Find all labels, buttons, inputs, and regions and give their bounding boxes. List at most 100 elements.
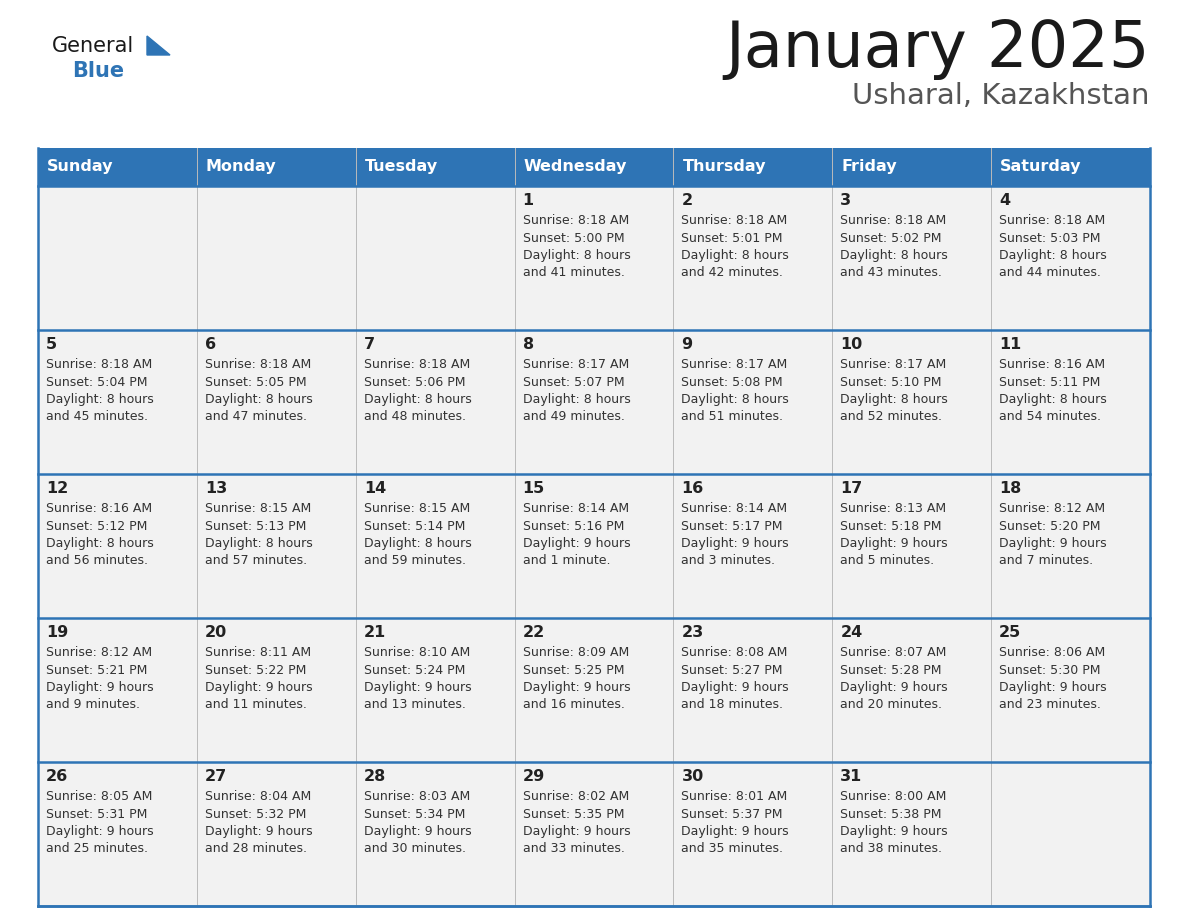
- Text: 19: 19: [46, 625, 68, 640]
- Text: 7: 7: [364, 337, 375, 352]
- Text: Sunrise: 8:07 AM: Sunrise: 8:07 AM: [840, 646, 947, 659]
- Text: Sunset: 5:03 PM: Sunset: 5:03 PM: [999, 231, 1100, 244]
- Text: and 11 minutes.: and 11 minutes.: [204, 699, 307, 711]
- Bar: [38, 474, 1150, 618]
- Text: Daylight: 8 hours: Daylight: 8 hours: [682, 249, 789, 262]
- Text: Sunset: 5:31 PM: Sunset: 5:31 PM: [46, 808, 147, 821]
- Text: 31: 31: [840, 769, 862, 784]
- Text: 12: 12: [46, 481, 68, 496]
- Text: Sunrise: 8:14 AM: Sunrise: 8:14 AM: [523, 502, 628, 515]
- Text: 20: 20: [204, 625, 227, 640]
- Text: 28: 28: [364, 769, 386, 784]
- Text: and 33 minutes.: and 33 minutes.: [523, 843, 625, 856]
- Text: Daylight: 9 hours: Daylight: 9 hours: [682, 537, 789, 550]
- Text: Daylight: 9 hours: Daylight: 9 hours: [204, 681, 312, 694]
- Text: Daylight: 9 hours: Daylight: 9 hours: [523, 825, 630, 838]
- Text: 5: 5: [46, 337, 57, 352]
- Text: and 48 minutes.: and 48 minutes.: [364, 410, 466, 423]
- Text: Sunrise: 8:08 AM: Sunrise: 8:08 AM: [682, 646, 788, 659]
- Text: Daylight: 9 hours: Daylight: 9 hours: [46, 681, 153, 694]
- Text: and 23 minutes.: and 23 minutes.: [999, 699, 1101, 711]
- Text: Sunrise: 8:16 AM: Sunrise: 8:16 AM: [46, 502, 152, 515]
- Text: Daylight: 9 hours: Daylight: 9 hours: [523, 681, 630, 694]
- Text: Thursday: Thursday: [682, 160, 766, 174]
- Text: 3: 3: [840, 193, 852, 208]
- Text: 11: 11: [999, 337, 1022, 352]
- Text: 10: 10: [840, 337, 862, 352]
- Text: and 42 minutes.: and 42 minutes.: [682, 266, 783, 279]
- Text: Friday: Friday: [841, 160, 897, 174]
- Text: 21: 21: [364, 625, 386, 640]
- Text: Sunrise: 8:18 AM: Sunrise: 8:18 AM: [682, 214, 788, 227]
- Text: Sunset: 5:14 PM: Sunset: 5:14 PM: [364, 520, 465, 532]
- Text: and 7 minutes.: and 7 minutes.: [999, 554, 1093, 567]
- Text: and 51 minutes.: and 51 minutes.: [682, 410, 783, 423]
- Text: Sunrise: 8:12 AM: Sunrise: 8:12 AM: [46, 646, 152, 659]
- Text: Sunrise: 8:18 AM: Sunrise: 8:18 AM: [46, 358, 152, 371]
- Text: Sunset: 5:22 PM: Sunset: 5:22 PM: [204, 664, 307, 677]
- Text: January 2025: January 2025: [726, 18, 1150, 80]
- Text: 14: 14: [364, 481, 386, 496]
- Text: Daylight: 8 hours: Daylight: 8 hours: [364, 393, 472, 406]
- Text: Sunrise: 8:04 AM: Sunrise: 8:04 AM: [204, 790, 311, 803]
- Text: Sunset: 5:37 PM: Sunset: 5:37 PM: [682, 808, 783, 821]
- Text: Sunrise: 8:17 AM: Sunrise: 8:17 AM: [523, 358, 628, 371]
- Bar: [38, 186, 1150, 330]
- Text: Daylight: 9 hours: Daylight: 9 hours: [840, 537, 948, 550]
- Text: Sunrise: 8:14 AM: Sunrise: 8:14 AM: [682, 502, 788, 515]
- Text: Wednesday: Wednesday: [524, 160, 627, 174]
- Text: Daylight: 8 hours: Daylight: 8 hours: [682, 393, 789, 406]
- Text: Daylight: 8 hours: Daylight: 8 hours: [204, 537, 312, 550]
- Text: and 44 minutes.: and 44 minutes.: [999, 266, 1101, 279]
- Text: Sunset: 5:35 PM: Sunset: 5:35 PM: [523, 808, 624, 821]
- Text: Sunrise: 8:18 AM: Sunrise: 8:18 AM: [999, 214, 1105, 227]
- Text: and 45 minutes.: and 45 minutes.: [46, 410, 148, 423]
- Text: Sunrise: 8:13 AM: Sunrise: 8:13 AM: [840, 502, 947, 515]
- Text: and 57 minutes.: and 57 minutes.: [204, 554, 307, 567]
- Text: Daylight: 8 hours: Daylight: 8 hours: [46, 537, 153, 550]
- Polygon shape: [147, 36, 170, 55]
- Text: Sunday: Sunday: [48, 160, 114, 174]
- Text: Sunset: 5:20 PM: Sunset: 5:20 PM: [999, 520, 1100, 532]
- Text: Sunset: 5:17 PM: Sunset: 5:17 PM: [682, 520, 783, 532]
- Text: 2: 2: [682, 193, 693, 208]
- Text: and 59 minutes.: and 59 minutes.: [364, 554, 466, 567]
- Text: Sunrise: 8:15 AM: Sunrise: 8:15 AM: [204, 502, 311, 515]
- Bar: [38, 148, 1150, 186]
- Text: Sunset: 5:04 PM: Sunset: 5:04 PM: [46, 375, 147, 388]
- Text: Sunset: 5:24 PM: Sunset: 5:24 PM: [364, 664, 465, 677]
- Text: Sunset: 5:38 PM: Sunset: 5:38 PM: [840, 808, 942, 821]
- Text: Sunset: 5:28 PM: Sunset: 5:28 PM: [840, 664, 942, 677]
- Bar: [38, 618, 1150, 762]
- Text: Sunset: 5:07 PM: Sunset: 5:07 PM: [523, 375, 624, 388]
- Text: Sunset: 5:06 PM: Sunset: 5:06 PM: [364, 375, 466, 388]
- Bar: [38, 330, 1150, 474]
- Text: General: General: [52, 36, 134, 56]
- Text: Daylight: 9 hours: Daylight: 9 hours: [840, 825, 948, 838]
- Text: Sunrise: 8:17 AM: Sunrise: 8:17 AM: [682, 358, 788, 371]
- Text: Sunset: 5:08 PM: Sunset: 5:08 PM: [682, 375, 783, 388]
- Text: 22: 22: [523, 625, 545, 640]
- Text: and 3 minutes.: and 3 minutes.: [682, 554, 776, 567]
- Text: Sunrise: 8:18 AM: Sunrise: 8:18 AM: [204, 358, 311, 371]
- Text: and 28 minutes.: and 28 minutes.: [204, 843, 307, 856]
- Text: Daylight: 9 hours: Daylight: 9 hours: [523, 537, 630, 550]
- Text: and 18 minutes.: and 18 minutes.: [682, 699, 783, 711]
- Text: and 9 minutes.: and 9 minutes.: [46, 699, 140, 711]
- Text: Monday: Monday: [206, 160, 277, 174]
- Text: Daylight: 8 hours: Daylight: 8 hours: [840, 393, 948, 406]
- Text: 26: 26: [46, 769, 68, 784]
- Text: and 56 minutes.: and 56 minutes.: [46, 554, 148, 567]
- Text: Sunset: 5:16 PM: Sunset: 5:16 PM: [523, 520, 624, 532]
- Text: Sunset: 5:32 PM: Sunset: 5:32 PM: [204, 808, 307, 821]
- Text: Sunset: 5:30 PM: Sunset: 5:30 PM: [999, 664, 1100, 677]
- Text: Sunset: 5:00 PM: Sunset: 5:00 PM: [523, 231, 624, 244]
- Text: Sunrise: 8:16 AM: Sunrise: 8:16 AM: [999, 358, 1105, 371]
- Text: and 52 minutes.: and 52 minutes.: [840, 410, 942, 423]
- Text: Daylight: 9 hours: Daylight: 9 hours: [204, 825, 312, 838]
- Text: 24: 24: [840, 625, 862, 640]
- Text: and 20 minutes.: and 20 minutes.: [840, 699, 942, 711]
- Text: Sunrise: 8:18 AM: Sunrise: 8:18 AM: [523, 214, 628, 227]
- Text: and 54 minutes.: and 54 minutes.: [999, 410, 1101, 423]
- Text: and 43 minutes.: and 43 minutes.: [840, 266, 942, 279]
